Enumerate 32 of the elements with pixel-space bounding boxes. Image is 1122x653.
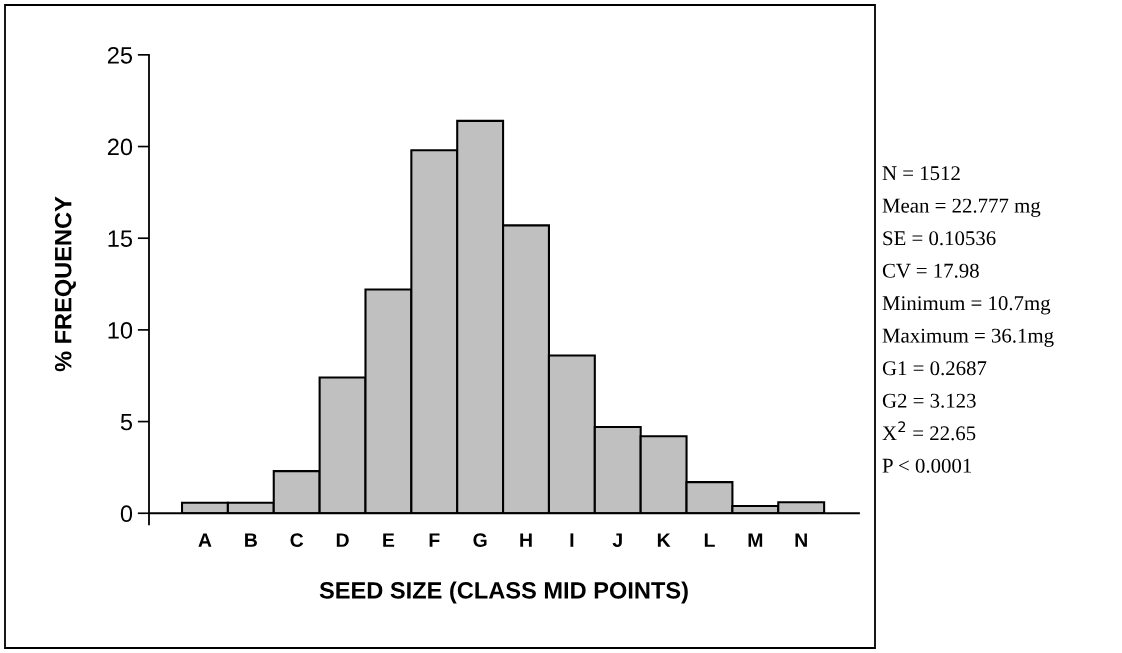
x-tick-label: M [748,533,763,547]
y-tick-label: 25 [107,46,133,64]
x-tick-label: D [336,533,349,547]
x-tick-label: I [570,533,574,547]
text: N = 1512 [882,166,960,181]
y-tick-label: 20 [107,138,133,156]
text: CV = 17.98 [882,263,979,278]
x-tick-label: L [704,533,715,547]
text: P < 0.0001 [882,458,972,473]
x-tick-label: B [245,533,257,547]
text: Maximum = 36.1mg [882,328,1054,347]
x-tick-label: F [429,533,440,547]
x-tick-label: E [383,533,395,547]
y-tick-label: 15 [108,230,133,247]
text: G2 = 3.123 [882,393,976,408]
x-tick-label: N [795,533,807,547]
text: G1 = 0.2687 [882,361,987,376]
x-tick-label: A [198,533,212,547]
text: X$^{2}$ = 22.65 [882,421,976,441]
x-axis-title: SEED SIZE (CLASS MID POINTS) [319,581,688,604]
text: Minimum = 10.7mg [882,296,1051,315]
y-axis-title: % FREQUENCY [54,196,76,372]
y-tick-label: 10 [108,321,133,339]
x-tick-label: J [612,533,622,547]
y-tick-label: 5 [120,413,133,431]
text: SE = 0.10536 [883,231,996,246]
x-tick-label: C [290,533,304,547]
y-tick-label: 0 [120,505,133,523]
x-tick-label: H [520,533,532,547]
text: Mean = 22.777 mg [882,198,1041,217]
x-tick-label: K [657,533,671,547]
x-tick-label: G [473,533,487,547]
